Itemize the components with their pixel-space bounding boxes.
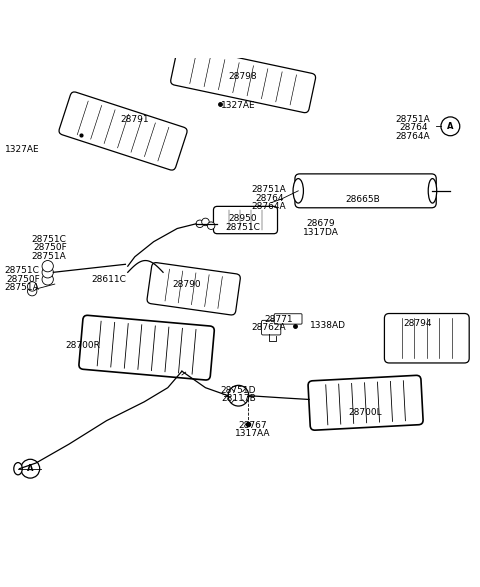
- FancyBboxPatch shape: [171, 46, 315, 113]
- Text: 28751A: 28751A: [4, 284, 39, 292]
- Text: 1317DA: 1317DA: [303, 228, 339, 237]
- Text: 1338AD: 1338AD: [310, 321, 346, 330]
- FancyBboxPatch shape: [295, 174, 436, 208]
- Text: 28750F: 28750F: [33, 244, 67, 252]
- Text: 28764A: 28764A: [252, 203, 287, 211]
- Text: 28751A: 28751A: [252, 185, 287, 194]
- Text: 28751C: 28751C: [226, 223, 261, 232]
- Circle shape: [27, 282, 37, 291]
- Text: 28751C: 28751C: [4, 266, 39, 275]
- Text: 1327AE: 1327AE: [4, 146, 39, 154]
- Text: 1327AE: 1327AE: [221, 100, 256, 110]
- Text: A: A: [447, 122, 454, 131]
- Text: 28798: 28798: [229, 72, 257, 82]
- Ellipse shape: [428, 178, 437, 203]
- Text: 28794: 28794: [403, 319, 432, 328]
- FancyBboxPatch shape: [59, 92, 187, 170]
- Text: 28764: 28764: [256, 194, 284, 203]
- Circle shape: [441, 117, 460, 136]
- Circle shape: [42, 261, 53, 272]
- Text: 28751C: 28751C: [32, 235, 67, 244]
- Circle shape: [228, 385, 249, 406]
- FancyBboxPatch shape: [308, 375, 423, 430]
- Text: 28700R: 28700R: [66, 341, 100, 350]
- Text: 28764A: 28764A: [396, 131, 430, 141]
- Circle shape: [21, 459, 40, 478]
- Text: 28767: 28767: [238, 421, 267, 430]
- FancyBboxPatch shape: [214, 207, 277, 234]
- Ellipse shape: [14, 463, 22, 475]
- Text: 28700L: 28700L: [349, 408, 383, 417]
- Text: 28751A: 28751A: [32, 252, 67, 261]
- Circle shape: [42, 266, 53, 278]
- FancyBboxPatch shape: [147, 262, 240, 315]
- FancyBboxPatch shape: [274, 313, 302, 324]
- FancyBboxPatch shape: [384, 313, 469, 363]
- Text: 28751D: 28751D: [221, 386, 256, 394]
- Text: 28950: 28950: [229, 214, 257, 222]
- Text: 28791: 28791: [120, 114, 149, 124]
- Text: 28771: 28771: [264, 315, 293, 324]
- Text: A: A: [27, 464, 34, 473]
- Ellipse shape: [293, 178, 303, 203]
- Circle shape: [196, 220, 204, 228]
- FancyBboxPatch shape: [262, 321, 281, 335]
- Text: 28764: 28764: [399, 123, 428, 132]
- Circle shape: [202, 218, 209, 225]
- Circle shape: [42, 274, 53, 285]
- Circle shape: [207, 222, 215, 230]
- FancyBboxPatch shape: [79, 315, 214, 380]
- Text: 28679: 28679: [307, 220, 335, 228]
- Text: 1317AA: 1317AA: [235, 429, 270, 438]
- Text: 28117B: 28117B: [221, 394, 256, 403]
- Circle shape: [27, 286, 37, 296]
- Text: 28751A: 28751A: [396, 114, 430, 124]
- Text: 28665B: 28665B: [346, 195, 381, 204]
- Text: 28790: 28790: [172, 279, 201, 289]
- Text: 28762A: 28762A: [252, 323, 287, 332]
- Text: 28750F: 28750F: [6, 275, 40, 284]
- Text: 28611C: 28611C: [92, 275, 126, 284]
